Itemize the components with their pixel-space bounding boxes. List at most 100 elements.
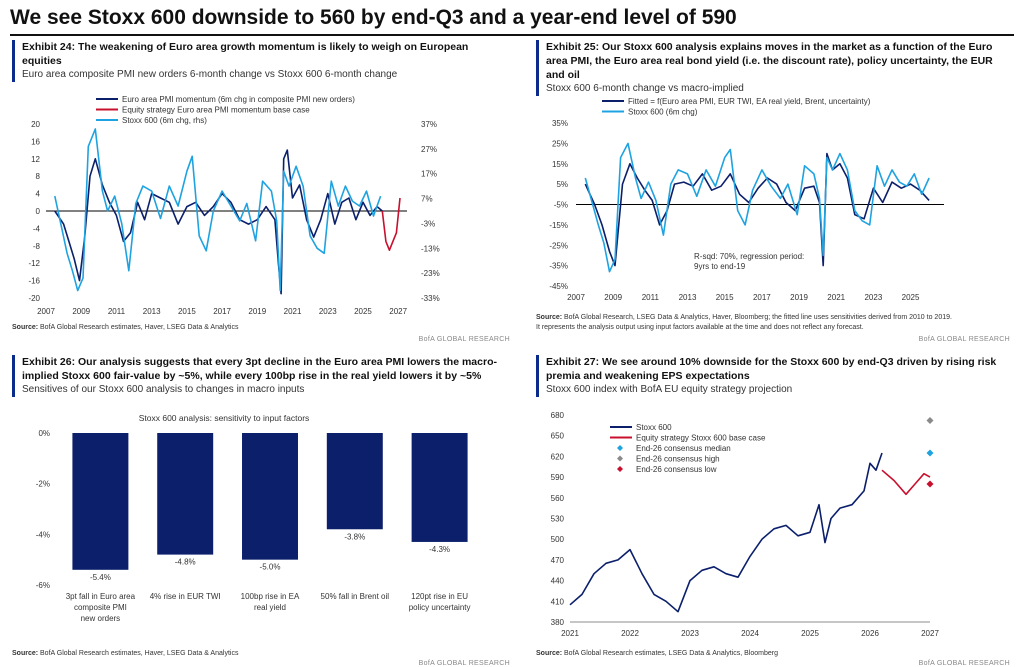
x-tick-label: 2027 [921,629,939,638]
exhibit-24-subtitle: Euro area composite PMI new orders 6-mon… [22,69,398,80]
exhibit-24-title: Exhibit 24: The weakening of Euro area g… [22,41,469,67]
category-label: 50% fall in Brent oil [321,592,390,601]
consensus-point [926,417,934,425]
bar [326,433,383,530]
y-tick-label: -6% [36,581,50,590]
x-tick-label: 2019 [790,293,808,302]
exhibit-26-panel: Exhibit 26: Our analysis suggests that e… [12,355,510,667]
exhibit-27-panel: Exhibit 27: We see around 10% downside f… [536,355,1010,667]
y-tick-label: 25% [552,139,568,148]
y2-tick-label: 37% [421,120,437,129]
y-tick-label: -4 [33,224,41,233]
x-tick-label: 2007 [567,293,585,302]
exhibit-24-brand: BofA GLOBAL RESEARCH [418,336,510,343]
y-tick-label: 590 [551,473,565,482]
series-line [381,197,401,251]
exhibit-25-brand: BofA GLOBAL RESEARCH [918,336,1010,343]
y-tick-label: 4 [36,190,41,199]
x-tick-label: 2019 [248,307,266,316]
exhibit-27-chart: 680 650 620 590 560 530 500 470 440 410 380 2021 202… [551,411,940,638]
y-tick-label: -8 [33,242,41,251]
exhibit-25-subtitle: Stoxx 600 6-month change vs macro-implie… [546,83,744,94]
y-tick-label: -16 [28,277,40,286]
category-label: real yield [254,603,286,612]
x-tick-label: 2025 [902,293,920,302]
exhibit-25-panel: Exhibit 25: Our Stoxx 600 analysis expla… [536,40,1010,348]
exhibit-27-title: Exhibit 27: We see around 10% downside f… [546,356,997,382]
legend-label: Equity strategy Euro area PMI momentum b… [122,106,310,115]
y-tick-label: 12 [31,155,40,164]
x-tick-label: 2025 [801,629,819,638]
legend-marker [617,445,623,451]
legend-label: Stoxx 600 (6m chg) [628,108,698,117]
x-tick-label: 2017 [213,307,231,316]
exhibit-26-subtitle: Sensitives of our Stoxx 600 analysis to … [22,384,305,395]
bar-value-label: -5.0% [260,563,281,572]
category-label: policy uncertainty [409,603,471,612]
category-label: new orders [81,614,121,623]
regression-note-2: 9yrs to end-19 [694,262,746,271]
category-label: 100bp rise in EA [241,592,300,601]
exhibit-27-source: Source: BofA Global Research estimates, … [536,650,779,657]
exhibit-26-source: Source: BofA Global Research estimates, … [12,650,239,657]
exhibit-26-title: Exhibit 26: Our analysis suggests that e… [22,356,497,382]
legend-label: Fitted = f(Euro area PMI, EUR TWI, EA re… [628,97,871,106]
exhibit-24-panel: Exhibit 24: The weakening of Euro area g… [12,40,510,348]
x-tick-label: 2023 [864,293,882,302]
exhibit-27-subtitle: Stoxx 600 index with BofA EU equity stra… [546,384,793,395]
bar [157,433,214,555]
bar [72,433,129,570]
x-tick-label: 2024 [741,629,759,638]
x-tick-label: 2007 [37,307,55,316]
legend-label: End-26 consensus high [636,455,720,464]
consensus-point [926,449,934,457]
series-line [584,142,930,273]
exhibit-24-source: Source: BofA Global Research estimates, … [12,324,239,331]
x-tick-label: 2027 [389,307,407,316]
x-tick-label: 2009 [72,307,90,316]
x-tick-label: 2017 [753,293,771,302]
y-tick-label: -20 [28,294,40,303]
y-tick-label: 8 [36,172,41,181]
y-tick-label: 0% [38,429,50,438]
x-tick-label: 2013 [679,293,697,302]
exhibit-25-source-2: It represents the analysis output using … [536,324,864,331]
y-tick-label: -12 [28,259,40,268]
y-tick-label: 530 [551,515,565,524]
chart-title: Stoxx 600 analysis: sensitivity to input… [139,413,310,423]
y-tick-label: 560 [551,494,565,503]
y-tick-label: 500 [551,535,565,544]
legend-label: Stoxx 600 (6m chg, rhs) [122,116,207,125]
y-tick-label: 470 [551,556,565,565]
y-tick-label: 650 [551,432,565,441]
series-line [54,128,382,292]
y-tick-label: -35% [549,262,568,271]
y2-tick-label: -23% [421,269,440,278]
x-tick-label: 2021 [827,293,845,302]
y-tick-label: 440 [551,577,565,586]
bar-value-label: -4.3% [429,545,450,554]
x-tick-label: 2023 [319,307,337,316]
x-tick-label: 2011 [108,307,126,316]
title-rule [10,34,1014,36]
series-line [881,469,931,496]
y-tick-label: -2% [36,480,50,489]
bar [242,433,298,560]
y-tick-label: 410 [551,597,565,606]
legend-label: End-26 consensus median [636,444,731,453]
category-label: composite PMI [74,603,127,612]
y2-tick-label: -3% [421,219,435,228]
x-tick-label: 2023 [681,629,699,638]
x-tick-label: 2015 [178,307,196,316]
exhibit-24-chart: 20 16 12 8 4 0 -4 -8 -12 -16 -20 37% 27% 17% 7% -3% -13%… [28,95,440,316]
exhibit-25-source: Source: BofA Global Research, LSEG Data … [536,314,952,321]
y2-tick-label: -33% [421,294,440,303]
x-tick-label: 2025 [354,307,372,316]
y2-tick-label: 17% [421,170,437,179]
y2-tick-label: -13% [421,244,440,253]
page-title: We see Stoxx 600 downside to 560 by end-… [10,6,737,29]
exhibit-26-brand: BofA GLOBAL RESEARCH [418,660,510,667]
legend-marker [617,455,623,462]
y-tick-label: 16 [31,137,40,146]
legend-label: End-26 consensus low [636,465,717,474]
